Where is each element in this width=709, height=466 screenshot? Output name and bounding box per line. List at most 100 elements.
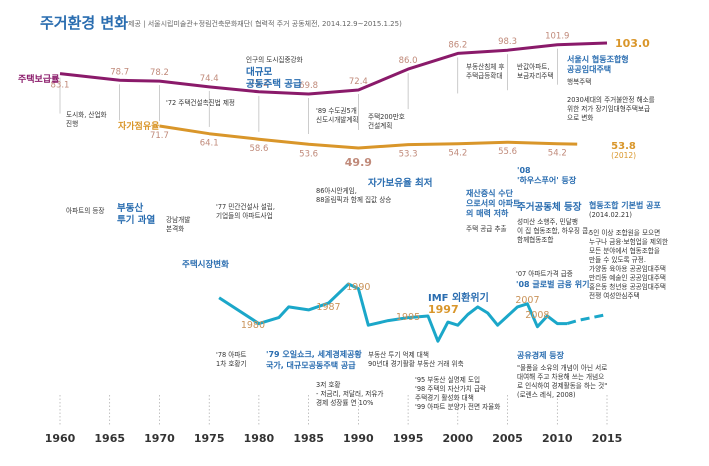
note-house-poor-line: '08 [517,166,531,175]
note-oil-shock: '79 오일쇼크, 세계경제공황 [266,350,362,360]
note-2million-homes: 주택200만호 건설계획 [368,113,405,131]
data-label-ownership: 58.6 [249,144,268,154]
note-community-examples-line: 함께협동조합 [517,236,554,244]
note-2000-rise-line: 주택급등확대 [466,72,503,80]
note-house-poor: '08 '하우스푸어' 등장 [517,166,576,186]
note-gangnam-line: 강남개발 [166,216,191,224]
note-public-housing-line: 국가, 대규모공동주택 공급 [266,361,356,370]
note-olympics-line: 86아시안게임, [316,187,357,195]
x-tick-label: 2015 [592,432,623,445]
note-coop-act-details-line: 5인 이상 조합원을 모으면 [589,229,661,237]
data-label-supply: 78.2 [150,68,169,78]
data-label-supply: 83.1 [51,81,70,91]
note-2007-surge: '07 아파트가격 급증 [516,270,573,279]
note-supply: 주택 공급 추출 [466,225,507,234]
series-name-supply: 주택보급률 [18,73,59,85]
note-coop-act-details-line: (2014.02.21) [589,211,632,219]
data-label-ownership: 53.8 [611,141,636,152]
note-happy-housing-line: 위한 저가 장기임대형주택보급 [567,105,651,113]
note-2000-rise: 부동산침체 후 주택급등확대 [466,63,505,81]
x-tick-label: 1995 [393,432,424,445]
data-label-ownership: 53.6 [299,149,318,159]
x-tick-label: 2010 [542,432,573,445]
note-three-lows-line: 3저 호황 [316,381,341,389]
note-apartment-appeal: 재산증식 수단 으로서의 아파트 의 매력 저하 [466,189,520,219]
note-supply-line: 주택 공급 추출 [466,225,507,233]
note-real-name-system-line: '95 부동산 실명제 도입 [415,376,481,384]
note-large-apartments-line: 공동주택 공급 [246,79,302,90]
note-three-lows-line: 경제 성장률 연 10% [316,399,374,407]
data-label-market-year: 2008 [525,310,549,321]
note-speculation-curb-line: 90년대 경기활황 부동산 거래 위축 [368,360,464,368]
note-happy-housing: 행복주택 2030세대의 주거불안정 해소를 위한 저가 장기임대형주택보급 으로 … [567,78,655,123]
series-line-ownership [159,124,578,150]
note-coop-act-details-line: 가양동 육아용 공공임대주택 [589,265,666,273]
data-label-market-year: 1990 [346,282,370,293]
data-label-ownership: 53.3 [399,150,418,160]
note-real-name-system-line: '98 주택의 자산가치 급락 [415,385,487,393]
note-urbanization-line: 도시화, 산업화 [66,111,107,119]
data-label-supply: 69.8 [299,81,318,91]
x-tick-label: 1980 [244,432,275,445]
note-seoul-coop-housing-line: 서울시 협동조합형 [567,55,629,64]
note-apartment-appears-line: 아파트의 등장 [66,207,105,215]
note-sharing-economy: 공유경제 등장 [517,351,564,361]
note-sharing-economy-line: 공유경제 등장 [517,351,564,360]
note-2008-crisis-line: '08 글로벌 금융 위기 [516,280,590,289]
note-sharing-definition: "물품을 소유의 개념이 아닌 서로 대여해 주고 차용해 쓰는 개념으 로 인식하… [517,364,607,400]
note-new-towns-1989: '89 수도권5개 신도시개발계획 [316,107,358,125]
note-community-examples-line: 성미산 소행주, 민달팽 [517,218,578,226]
note-community-examples: 성미산 소행주, 민달팽 이 집 협동조합, 하우징 쿱, 함께협동조합 [517,218,590,245]
x-tick-label: 1990 [343,432,374,445]
note-lowest-ownership-line: 자가보유율 최저 [368,178,433,189]
page-subtitle: 제공 | 서울시립미술관+정림건축문화재단( 협력적 주거 공동체전, 2014… [128,20,402,28]
data-label-supply: 86.2 [448,40,467,50]
note-housing-community: 주거공동체 등장 [517,202,582,214]
series-line-supply [59,41,608,96]
note-gangnam: 강남개발 본격화 [166,216,190,234]
note-seoul-coop-housing-line: 공공임대주택 [567,65,612,74]
data-label-layer: 83.1 78.7 78.2 74.4 71.2 69.8 72.4 86.0 86.2 98.3… [18,32,650,331]
note-coop-act-details-line: 전쟁 여성안심주택 [589,292,640,300]
data-label-supply: 71.2 [249,79,268,89]
data-label-ownership: 49.9 [345,156,372,169]
data-label-ownership: 54.2 [448,149,467,159]
note-coop-act-details-line: 만들 수 있도록 규정. [589,256,646,264]
x-tick-label: 1985 [293,432,324,445]
x-tick-label: 1965 [94,432,125,445]
series-layer [59,41,608,343]
note-private-builders-1977-line: '77 민간건설사 설립, [216,203,275,211]
note-coop-act-details-line: 홍은동 청년용 공공임대주택 [589,283,666,291]
note-apartment-appeal-line: 으로서의 아파트 [466,199,521,208]
note-2000-rise-line: 부동산침체 후 [466,63,505,71]
note-speculation-line: 부동산 [117,203,144,214]
data-label-supply: 101.9 [545,32,569,42]
note-large-apartments: 대규모 공동주택 공급 [246,67,302,91]
note-new-towns-1989-line: 신도시개발계획 [316,116,359,124]
note-1978-boom-line: '78 아파트 [216,351,247,359]
note-real-name-system-line: '99 아파트 분양가 전면 자율화 [415,403,501,411]
series-line-market-projected [566,313,608,326]
note-gangnam-line: 본격화 [166,225,185,233]
note-public-housing: 국가, 대규모공동주택 공급 [266,361,356,371]
note-speculation-curb-line: 부동산 투기 억제 대책 [368,351,429,359]
note-large-apartments-line: 대규모 [246,67,273,78]
data-label-ownership: 54.2 [548,149,567,159]
note-coop-act-details-line: 누구나 금융·보험업을 제외한 [589,238,669,246]
note-sharing-definition-line: 대여해 주고 차용해 쓰는 개념으 [517,373,605,381]
series-name-ownership: 자가점유율 [118,120,159,132]
data-label-market-year: 2007 [515,295,539,306]
note-olympics: 86아시안게임, 88올림픽과 함께 집값 상승 [316,187,391,205]
note-urban-concentration-line: 인구의 도시집중강화 [246,56,303,64]
data-label-market-year: 1987 [316,302,340,313]
note-lowest-ownership: 자가보유율 최저 [368,178,433,190]
note-half-price-apartments-line: 보금자리주택 [517,72,554,80]
note-real-name-system-line: 주택경기 활성화 대책 [415,394,474,402]
note-speculation-curb: 부동산 투기 억제 대책 90년대 경기활황 부동산 거래 위축 [368,351,464,369]
note-1978-boom-line: 1차 호황기 [216,360,247,368]
note-half-price-apartments: 반값아파트, 보금자리주택 [517,63,553,81]
note-house-poor-line: '하우스푸어' 등장 [517,176,577,185]
note-coop-act-details: (2014.02.21) 5인 이상 조합원을 모으면 누구나 금융·보험업을 제… [589,211,668,301]
note-coop-act-details-line [589,220,668,229]
note-olympics-line: 88올림픽과 함께 집값 상승 [316,196,392,204]
